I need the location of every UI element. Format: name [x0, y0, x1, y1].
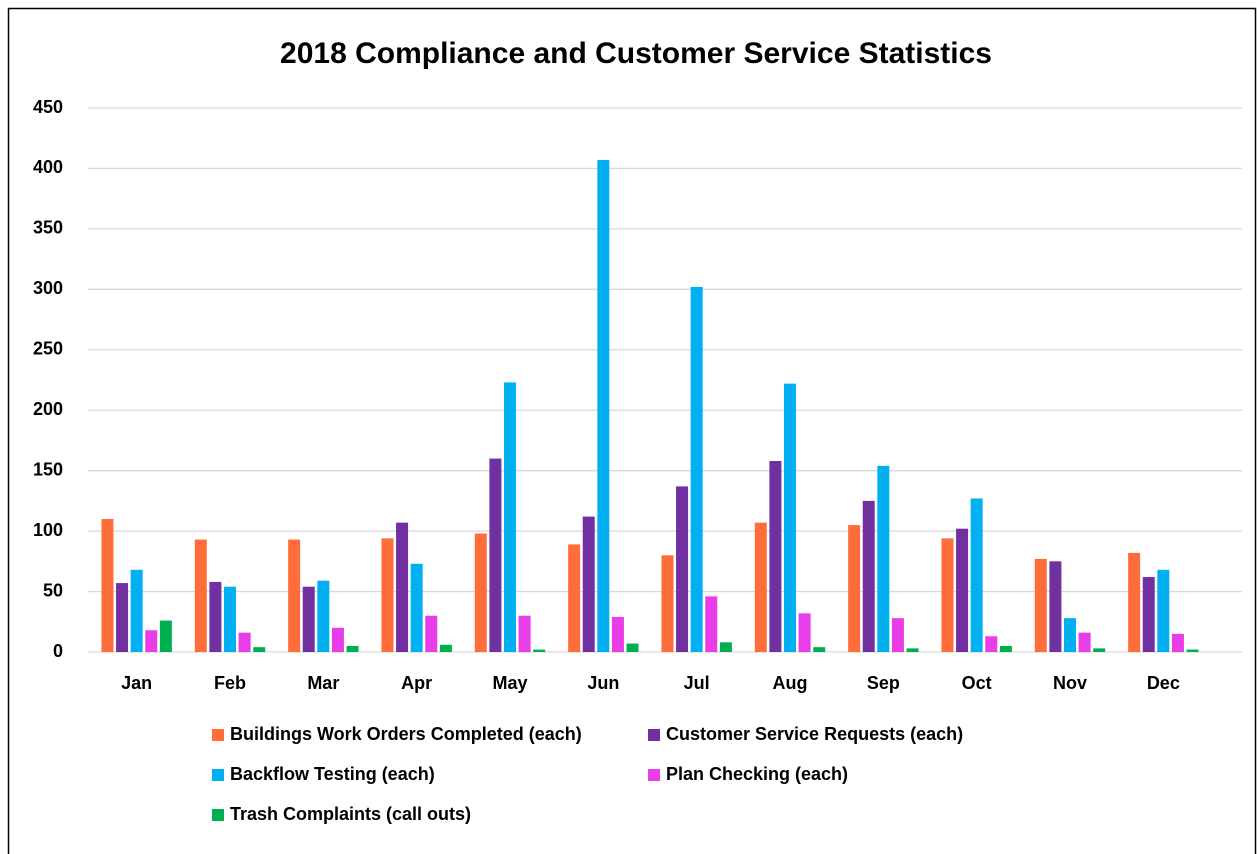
bar — [705, 596, 718, 652]
bar — [159, 620, 172, 652]
chart-border — [7, 7, 1257, 854]
bar — [568, 544, 581, 652]
x-tick-label: Jan — [121, 673, 152, 693]
bar — [719, 642, 732, 652]
bar — [116, 583, 129, 652]
x-tick-label: Apr — [401, 673, 432, 693]
bar — [597, 159, 610, 652]
bar — [396, 522, 409, 652]
bar — [784, 383, 796, 652]
bar — [970, 498, 983, 652]
bar — [489, 458, 502, 652]
bar — [862, 500, 875, 652]
bar — [101, 519, 114, 652]
bar — [798, 613, 811, 652]
bar — [518, 615, 531, 652]
bar — [1049, 561, 1062, 652]
bar — [331, 627, 344, 652]
y-tick-label: 400 — [33, 157, 63, 177]
y-tick-label: 300 — [33, 278, 63, 298]
bar — [813, 647, 826, 652]
y-tick-label: 450 — [33, 97, 63, 117]
legend-swatch — [648, 729, 660, 741]
legend-label: Backflow Testing (each) — [230, 764, 435, 784]
bar — [1186, 649, 1199, 652]
bar — [690, 286, 703, 652]
legend-label: Buildings Work Orders Completed (each) — [230, 724, 582, 744]
x-tick-label: Aug — [773, 673, 808, 693]
x-tick-label: Jun — [587, 673, 619, 693]
bar — [346, 645, 359, 652]
bar — [302, 586, 315, 652]
y-tick-label: 350 — [33, 218, 63, 238]
bar — [611, 616, 624, 652]
y-tick-label: 150 — [33, 459, 63, 479]
bar — [1078, 632, 1091, 652]
legend-swatch — [648, 769, 660, 781]
bar — [626, 643, 639, 652]
bar — [661, 555, 674, 652]
bar — [504, 382, 516, 652]
bar — [381, 538, 394, 652]
bar — [253, 647, 266, 652]
bar — [906, 648, 919, 652]
bar — [1142, 577, 1155, 652]
bar — [848, 525, 861, 652]
bar — [1171, 633, 1184, 652]
legend-swatch — [212, 769, 224, 781]
bar — [288, 539, 301, 652]
x-tick-label: Nov — [1053, 673, 1087, 693]
x-tick-label: May — [492, 673, 527, 693]
bar — [1128, 552, 1141, 652]
bar — [985, 636, 998, 652]
bar — [891, 618, 904, 652]
y-tick-label: 100 — [33, 520, 63, 540]
bar — [1034, 558, 1047, 652]
x-tick-label: Feb — [214, 673, 246, 693]
bar — [999, 645, 1012, 652]
bar — [130, 569, 143, 652]
bar — [754, 522, 767, 652]
legend-label: Trash Complaints (call outs) — [230, 804, 471, 824]
bar — [956, 528, 969, 652]
bar — [1157, 569, 1170, 652]
bar — [238, 632, 251, 652]
legend-swatch — [212, 729, 224, 741]
bar — [877, 465, 890, 652]
y-tick-label: 50 — [43, 580, 63, 600]
legend-label: Plan Checking (each) — [666, 764, 848, 784]
bar — [209, 581, 222, 652]
x-tick-label: Jul — [684, 673, 710, 693]
chart-title: 2018 Compliance and Customer Service Sta… — [280, 37, 992, 70]
legend-label: Customer Service Requests (each) — [666, 724, 963, 744]
bar — [145, 630, 158, 652]
y-tick-label: 0 — [53, 641, 63, 661]
x-tick-label: Sep — [867, 673, 900, 693]
x-tick-label: Mar — [307, 673, 339, 693]
bar — [1064, 618, 1076, 652]
bar — [410, 563, 423, 652]
bar — [425, 615, 438, 652]
bar — [941, 538, 954, 652]
y-tick-label: 250 — [33, 339, 63, 359]
bar — [474, 533, 487, 652]
x-tick-label: Oct — [962, 673, 992, 693]
bar — [194, 539, 207, 652]
bar — [439, 644, 452, 652]
bar — [676, 486, 689, 652]
y-tick-label: 200 — [33, 399, 63, 419]
legend-swatch — [212, 809, 224, 821]
x-tick-label: Dec — [1147, 673, 1180, 693]
bar — [533, 649, 546, 652]
bar — [582, 516, 595, 652]
bar — [769, 460, 782, 652]
bar — [317, 580, 330, 652]
bar — [224, 586, 236, 652]
bar — [1093, 648, 1106, 652]
